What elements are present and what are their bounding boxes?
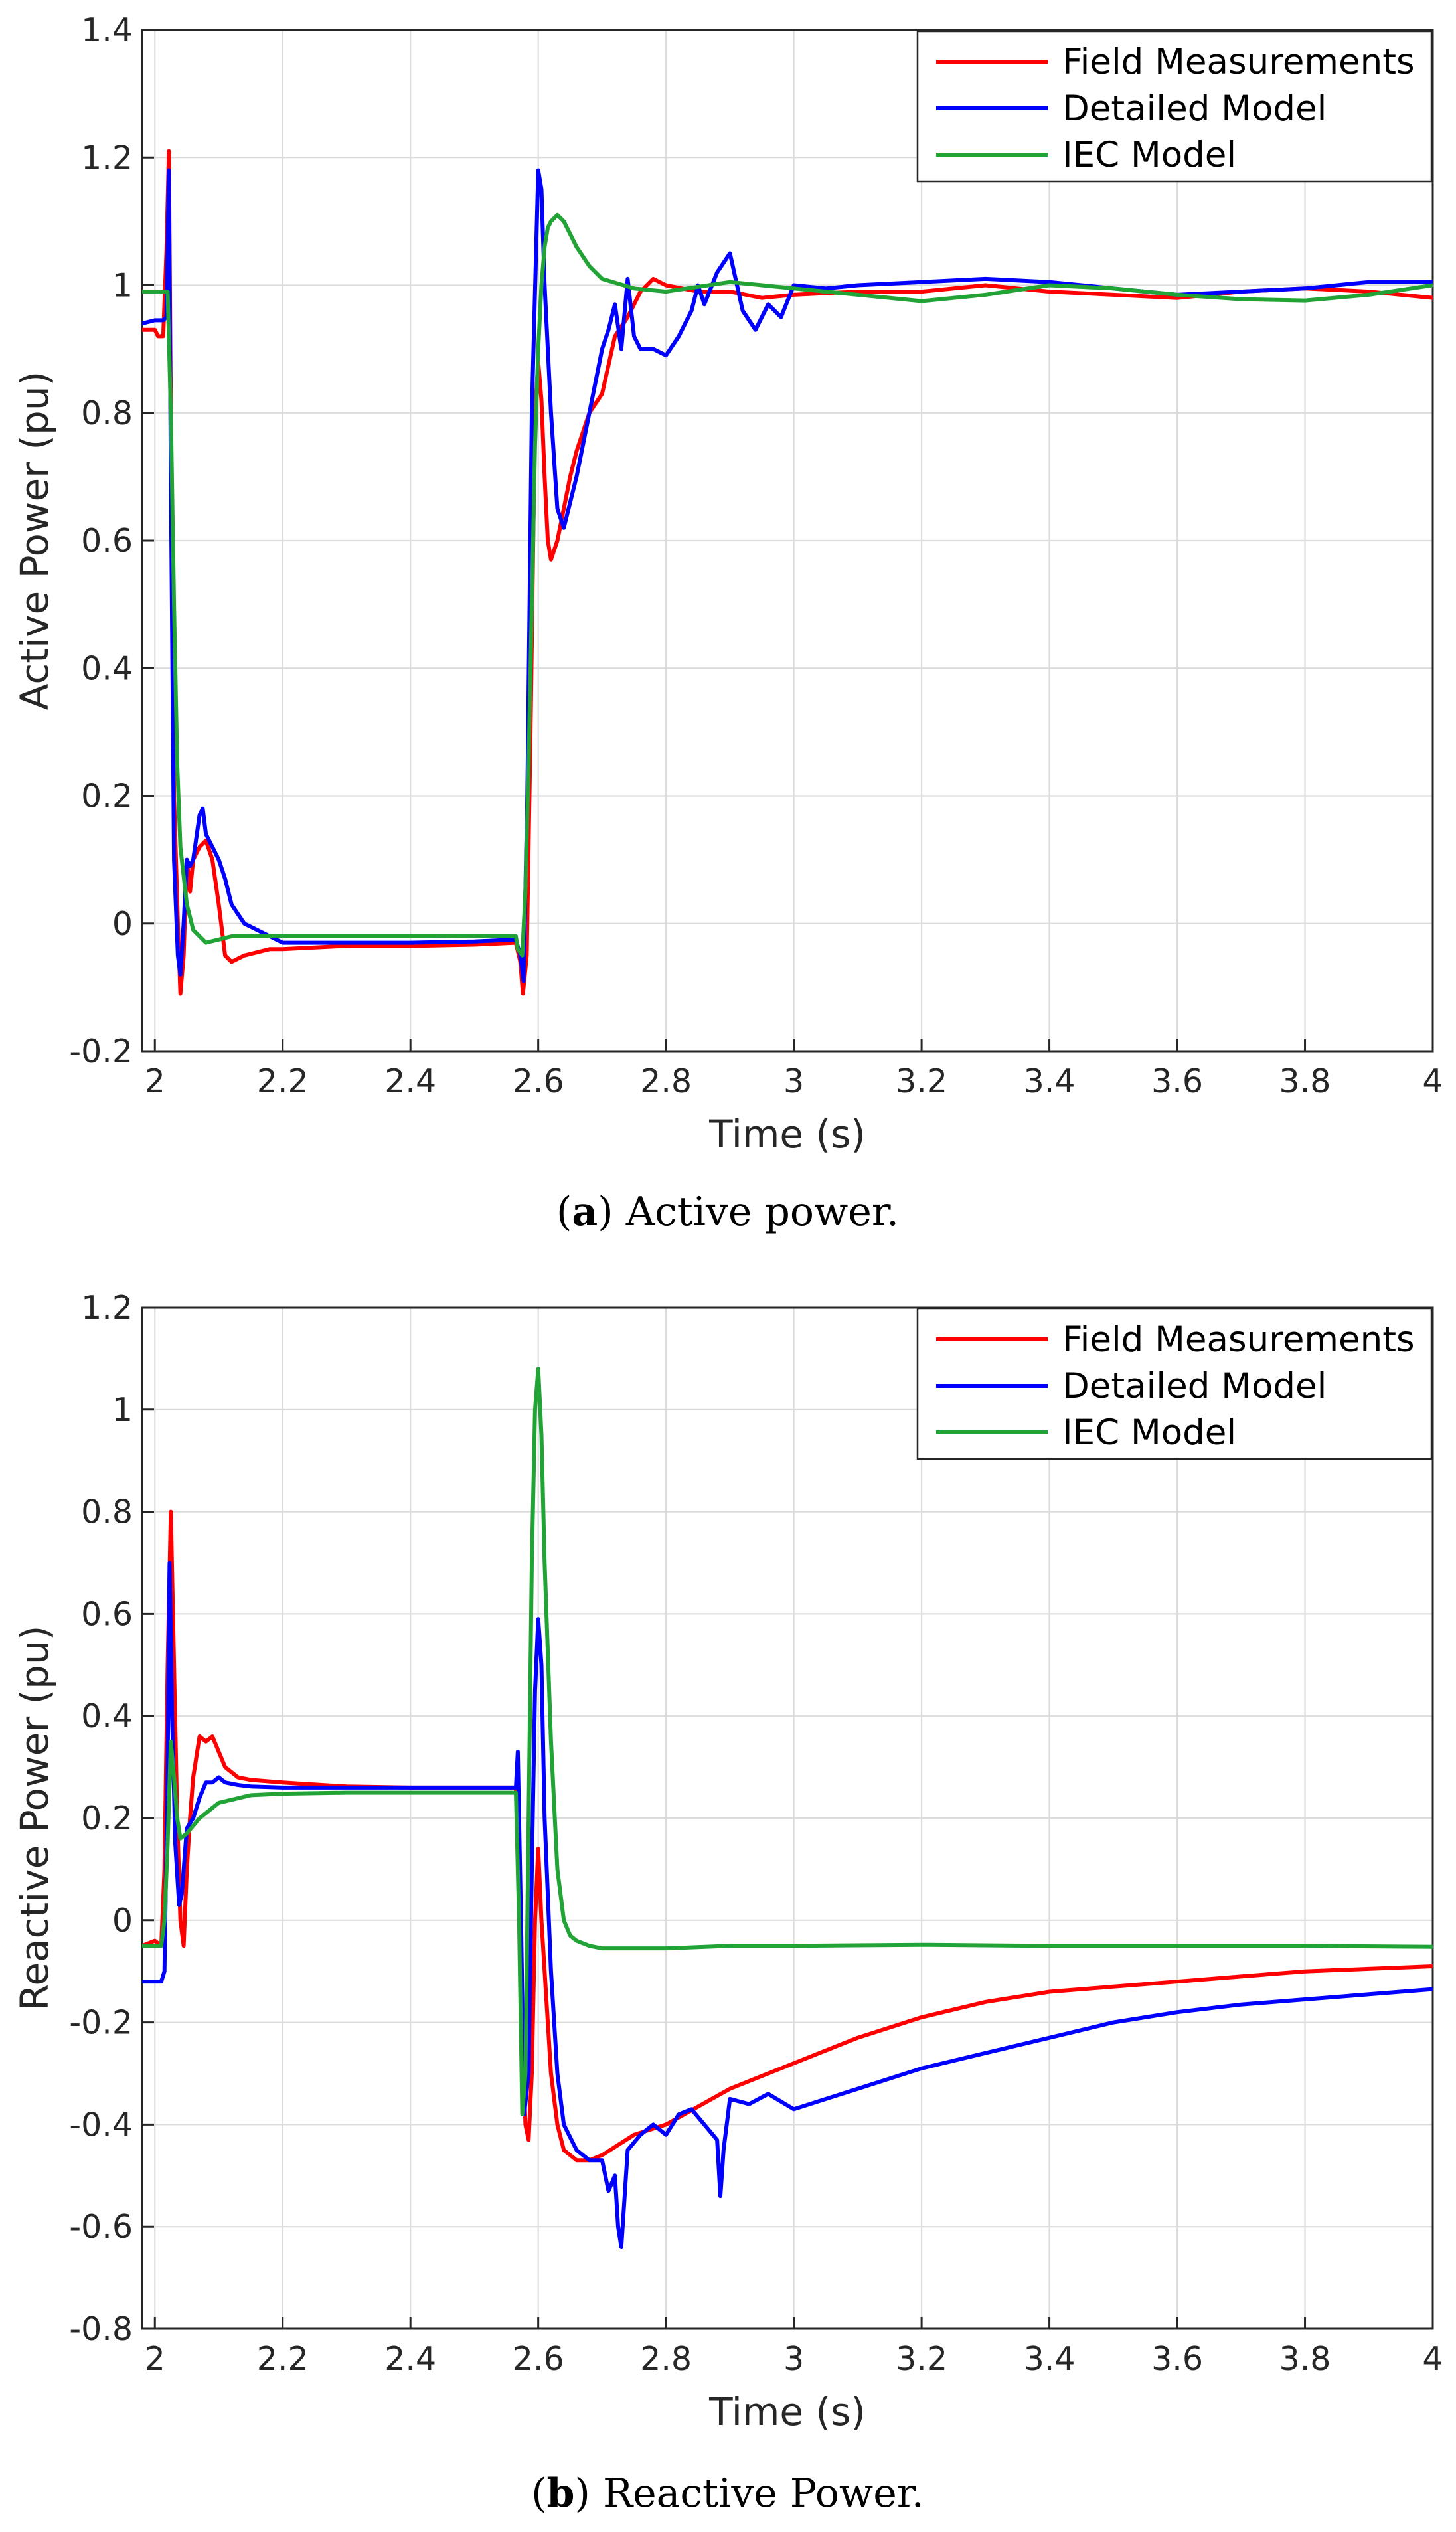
series-line-field-measurements bbox=[142, 1509, 1433, 2163]
active-power-x-tick-label: 4 bbox=[1422, 1062, 1443, 1100]
active-power-caption-letter: a bbox=[572, 1189, 598, 1235]
active-power-y-tick-label: 0 bbox=[112, 905, 133, 943]
reactive-power-y-axis-label: Reactive Power (pu) bbox=[12, 1626, 57, 2011]
active-power-y-ticks: -0.2 0 0.2 0.4 0.6 0.8 1 1.2 1.4 bbox=[69, 11, 154, 1070]
active-power-caption-text: Active power. bbox=[625, 1189, 899, 1235]
reactive-power-x-tick-label: 3.8 bbox=[1279, 2340, 1331, 2378]
active-power-y-tick-label: 0.6 bbox=[81, 522, 133, 560]
reactive-power-x-tick-label: 2 bbox=[145, 2340, 165, 2378]
active-power-y-axis-label: Active Power (pu) bbox=[12, 371, 57, 710]
legend-label-field-measurements: Field Measurements bbox=[1062, 1319, 1415, 1360]
active-power-y-tick-label: 0.4 bbox=[81, 649, 133, 687]
reactive-power-y-tick-label: -0.8 bbox=[69, 2310, 133, 2348]
reactive-power-x-tick-label: 2.8 bbox=[640, 2340, 692, 2378]
active-power-x-tick-label: 3.6 bbox=[1151, 1062, 1203, 1100]
reactive-power-x-tick-label: 2.4 bbox=[384, 2340, 436, 2378]
legend-label-iec-model: IEC Model bbox=[1062, 1412, 1236, 1453]
active-power-x-tick-label: 2.4 bbox=[384, 1062, 436, 1100]
series-line-field-measurements bbox=[142, 149, 1433, 996]
series-line-detailed-model bbox=[142, 168, 1433, 983]
reactive-power-legend: Field Measurements Detailed Model IEC Mo… bbox=[916, 1308, 1433, 1460]
active-power-chart: -0.2 0 0.2 0.4 0.6 0.8 1 1.2 1.4 2 2.2 2.4 2.6 2.8 3 3… bbox=[12, 11, 1443, 1235]
active-power-x-tick-label: 3.2 bbox=[896, 1062, 947, 1100]
legend-label-detailed-model: Detailed Model bbox=[1062, 88, 1327, 129]
reactive-power-x-tick-label: 3.6 bbox=[1151, 2340, 1203, 2378]
active-power-series-group bbox=[142, 149, 1433, 996]
reactive-power-x-tick-label: 3.2 bbox=[896, 2340, 947, 2378]
legend-label-field-measurements: Field Measurements bbox=[1062, 42, 1415, 82]
legend-label-iec-model: IEC Model bbox=[1062, 135, 1236, 175]
active-power-y-tick-label: 0.2 bbox=[81, 778, 133, 815]
reactive-power-caption-letter: b bbox=[547, 2470, 575, 2517]
active-power-x-ticks: 2 2.2 2.4 2.6 2.8 3 3.2 3.4 3.6 3.8 4 bbox=[145, 1039, 1443, 1100]
reactive-power-y-tick-label: 0.2 bbox=[81, 1800, 133, 1837]
reactive-power-y-tick-label: 1.2 bbox=[81, 1289, 133, 1327]
active-power-x-tick-label: 2 bbox=[145, 1062, 165, 1100]
active-power-y-tick-label: 1.4 bbox=[81, 11, 133, 49]
legend-label-detailed-model: Detailed Model bbox=[1062, 1366, 1327, 1406]
reactive-power-y-tick-label: 0.4 bbox=[81, 1697, 133, 1735]
active-power-x-tick-label: 3.4 bbox=[1024, 1062, 1076, 1100]
reactive-power-y-tick-label: 0.6 bbox=[81, 1595, 133, 1633]
active-power-y-tick-label: 1.2 bbox=[81, 139, 133, 177]
reactive-power-y-tick-label: 0.8 bbox=[81, 1493, 133, 1531]
reactive-power-x-tick-label: 2.6 bbox=[513, 2340, 564, 2378]
reactive-power-y-tick-label: 1 bbox=[112, 1391, 133, 1429]
active-power-legend: Field Measurements Detailed Model IEC Mo… bbox=[916, 30, 1433, 183]
active-power-x-tick-label: 2.2 bbox=[257, 1062, 309, 1100]
series-line-iec-model bbox=[142, 1367, 1433, 2116]
active-power-x-tick-label: 2.6 bbox=[513, 1062, 564, 1100]
reactive-power-x-tick-label: 2.2 bbox=[257, 2340, 309, 2378]
reactive-power-x-axis-label: Time (s) bbox=[708, 2389, 866, 2434]
reactive-power-caption: (b) Reactive Power. bbox=[531, 2470, 924, 2517]
active-power-x-tick-label: 2.8 bbox=[640, 1062, 692, 1100]
reactive-power-caption-text: Reactive Power. bbox=[603, 2470, 924, 2517]
active-power-x-tick-label: 3.8 bbox=[1279, 1062, 1331, 1100]
reactive-power-x-ticks: 2 2.2 2.4 2.6 2.8 3 3.2 3.4 3.6 3.8 4 bbox=[145, 2317, 1443, 2378]
series-line-detailed-model bbox=[142, 1561, 1433, 2249]
active-power-y-tick-label: 0.8 bbox=[81, 394, 133, 432]
reactive-power-y-ticks: -0.8 -0.6 -0.4 -0.2 0 0.2 0.4 0.6 0.8 1 1.2 bbox=[69, 1289, 154, 2348]
reactive-power-y-tick-label: -0.4 bbox=[69, 2106, 133, 2144]
reactive-power-x-tick-label: 4 bbox=[1422, 2340, 1443, 2378]
active-power-y-tick-label: 1 bbox=[112, 267, 133, 305]
active-power-grid bbox=[142, 29, 1434, 1053]
series-line-iec-model bbox=[142, 212, 1433, 958]
reactive-power-x-tick-label: 3 bbox=[783, 2340, 804, 2378]
active-power-x-axis-label: Time (s) bbox=[708, 1112, 866, 1157]
reactive-power-chart: -0.8 -0.6 -0.4 -0.2 0 0.2 0.4 0.6 0.8 1 1.2 2 2.2 2.… bbox=[12, 1289, 1443, 2517]
reactive-power-y-tick-label: -0.2 bbox=[69, 2004, 133, 2042]
reactive-power-grid bbox=[142, 1306, 1434, 2330]
active-power-caption: (a) Active power. bbox=[556, 1189, 899, 1235]
reactive-power-x-tick-label: 3.4 bbox=[1024, 2340, 1076, 2378]
active-power-y-tick-label: -0.2 bbox=[69, 1033, 133, 1070]
active-power-x-tick-label: 3 bbox=[783, 1062, 804, 1100]
reactive-power-y-tick-label: 0 bbox=[112, 1902, 133, 1940]
reactive-power-y-tick-label: -0.6 bbox=[69, 2208, 133, 2246]
reactive-power-series-group bbox=[142, 1367, 1433, 2249]
